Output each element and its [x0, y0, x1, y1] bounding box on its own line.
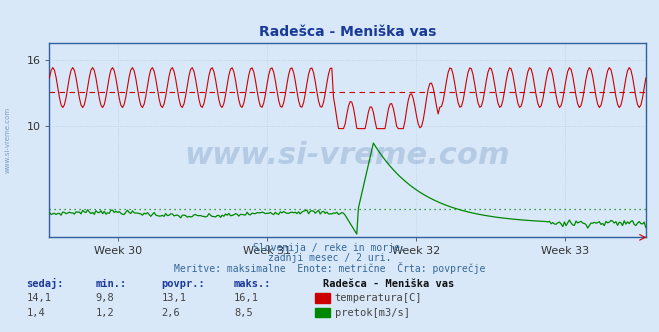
Text: 9,8: 9,8 — [96, 293, 114, 303]
Text: 14,1: 14,1 — [26, 293, 51, 303]
Text: povpr.:: povpr.: — [161, 279, 205, 289]
Text: Meritve: maksimalne  Enote: metrične  Črta: povprečje: Meritve: maksimalne Enote: metrične Črta… — [174, 262, 485, 274]
Text: 13,1: 13,1 — [161, 293, 186, 303]
Text: Radešca - Meniška vas: Radešca - Meniška vas — [323, 279, 454, 289]
Text: pretok[m3/s]: pretok[m3/s] — [335, 308, 410, 318]
Text: sedaj:: sedaj: — [26, 278, 64, 289]
Text: 16,1: 16,1 — [234, 293, 259, 303]
Text: Slovenija / reke in morje.: Slovenija / reke in morje. — [253, 243, 406, 253]
Text: zadnji mesec / 2 uri.: zadnji mesec / 2 uri. — [268, 253, 391, 263]
Text: www.si-vreme.com: www.si-vreme.com — [185, 141, 511, 170]
Text: 8,5: 8,5 — [234, 308, 252, 318]
Text: www.si-vreme.com: www.si-vreme.com — [5, 106, 11, 173]
Text: maks.:: maks.: — [234, 279, 272, 289]
Text: 1,4: 1,4 — [26, 308, 45, 318]
Title: Radešca - Meniška vas: Radešca - Meniška vas — [259, 25, 436, 39]
Text: 1,2: 1,2 — [96, 308, 114, 318]
Text: min.:: min.: — [96, 279, 127, 289]
Text: 2,6: 2,6 — [161, 308, 180, 318]
Text: temperatura[C]: temperatura[C] — [335, 293, 422, 303]
